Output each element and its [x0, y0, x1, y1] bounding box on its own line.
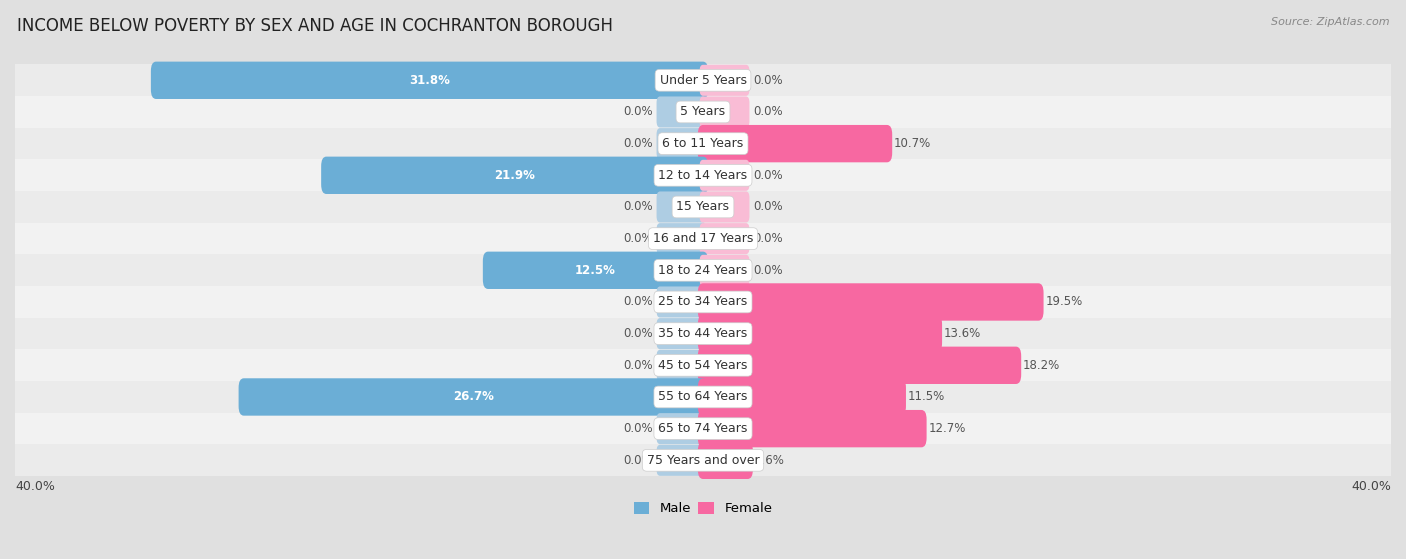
Text: Under 5 Years: Under 5 Years — [659, 74, 747, 87]
Text: 16 and 17 Years: 16 and 17 Years — [652, 232, 754, 245]
Text: 2.6%: 2.6% — [755, 454, 785, 467]
Text: 55 to 64 Years: 55 to 64 Years — [658, 391, 748, 404]
Text: 0.0%: 0.0% — [623, 137, 654, 150]
FancyBboxPatch shape — [700, 97, 749, 127]
FancyBboxPatch shape — [700, 160, 749, 191]
Text: 21.9%: 21.9% — [495, 169, 536, 182]
FancyBboxPatch shape — [321, 157, 709, 194]
Text: 18 to 24 Years: 18 to 24 Years — [658, 264, 748, 277]
Bar — [0, 223, 1406, 254]
Text: 65 to 74 Years: 65 to 74 Years — [658, 422, 748, 435]
FancyBboxPatch shape — [697, 347, 1021, 384]
FancyBboxPatch shape — [700, 65, 749, 96]
FancyBboxPatch shape — [700, 191, 749, 222]
Bar — [0, 128, 1406, 159]
Text: 35 to 44 Years: 35 to 44 Years — [658, 327, 748, 340]
FancyBboxPatch shape — [697, 442, 752, 479]
Text: 0.0%: 0.0% — [623, 232, 654, 245]
FancyBboxPatch shape — [700, 255, 749, 286]
Text: 12.7%: 12.7% — [928, 422, 966, 435]
Text: 12 to 14 Years: 12 to 14 Years — [658, 169, 748, 182]
Bar — [0, 96, 1406, 128]
Bar — [0, 444, 1406, 476]
Text: 0.0%: 0.0% — [623, 296, 654, 309]
FancyBboxPatch shape — [697, 378, 905, 416]
Text: 18.2%: 18.2% — [1024, 359, 1060, 372]
Text: 12.5%: 12.5% — [575, 264, 616, 277]
Text: 0.0%: 0.0% — [623, 422, 654, 435]
Legend: Male, Female: Male, Female — [628, 496, 778, 520]
FancyBboxPatch shape — [482, 252, 709, 289]
Text: 0.0%: 0.0% — [623, 201, 654, 214]
Bar — [0, 286, 1406, 318]
Bar — [0, 413, 1406, 444]
Text: 40.0%: 40.0% — [15, 480, 55, 493]
FancyBboxPatch shape — [657, 445, 706, 476]
FancyBboxPatch shape — [657, 97, 706, 127]
Text: 26.7%: 26.7% — [453, 391, 494, 404]
Text: 0.0%: 0.0% — [623, 327, 654, 340]
FancyBboxPatch shape — [697, 315, 942, 352]
Bar — [0, 254, 1406, 286]
Text: INCOME BELOW POVERTY BY SEX AND AGE IN COCHRANTON BOROUGH: INCOME BELOW POVERTY BY SEX AND AGE IN C… — [17, 17, 613, 35]
Text: 45 to 54 Years: 45 to 54 Years — [658, 359, 748, 372]
Text: 13.6%: 13.6% — [943, 327, 981, 340]
FancyBboxPatch shape — [657, 318, 706, 349]
Text: 0.0%: 0.0% — [752, 169, 783, 182]
FancyBboxPatch shape — [697, 283, 1043, 321]
FancyBboxPatch shape — [657, 128, 706, 159]
Bar — [0, 159, 1406, 191]
Bar — [0, 349, 1406, 381]
FancyBboxPatch shape — [657, 350, 706, 381]
FancyBboxPatch shape — [239, 378, 709, 416]
Bar — [0, 381, 1406, 413]
FancyBboxPatch shape — [657, 223, 706, 254]
Bar — [0, 318, 1406, 349]
Text: 0.0%: 0.0% — [752, 106, 783, 119]
Text: 6 to 11 Years: 6 to 11 Years — [662, 137, 744, 150]
FancyBboxPatch shape — [657, 286, 706, 318]
Text: 11.5%: 11.5% — [908, 391, 945, 404]
Text: 40.0%: 40.0% — [1351, 480, 1391, 493]
Text: 5 Years: 5 Years — [681, 106, 725, 119]
Text: Source: ZipAtlas.com: Source: ZipAtlas.com — [1271, 17, 1389, 27]
FancyBboxPatch shape — [150, 61, 709, 99]
FancyBboxPatch shape — [700, 223, 749, 254]
Text: 0.0%: 0.0% — [752, 264, 783, 277]
Text: 0.0%: 0.0% — [623, 359, 654, 372]
Text: 15 Years: 15 Years — [676, 201, 730, 214]
Text: 0.0%: 0.0% — [752, 74, 783, 87]
FancyBboxPatch shape — [657, 413, 706, 444]
Text: 0.0%: 0.0% — [623, 454, 654, 467]
Bar — [0, 64, 1406, 96]
Text: 31.8%: 31.8% — [409, 74, 450, 87]
FancyBboxPatch shape — [657, 191, 706, 222]
FancyBboxPatch shape — [697, 125, 893, 162]
Text: 25 to 34 Years: 25 to 34 Years — [658, 296, 748, 309]
Text: 0.0%: 0.0% — [623, 106, 654, 119]
Text: 75 Years and over: 75 Years and over — [647, 454, 759, 467]
Bar — [0, 191, 1406, 223]
Text: 10.7%: 10.7% — [894, 137, 931, 150]
Text: 19.5%: 19.5% — [1045, 296, 1083, 309]
FancyBboxPatch shape — [697, 410, 927, 447]
Text: 0.0%: 0.0% — [752, 232, 783, 245]
Text: 0.0%: 0.0% — [752, 201, 783, 214]
